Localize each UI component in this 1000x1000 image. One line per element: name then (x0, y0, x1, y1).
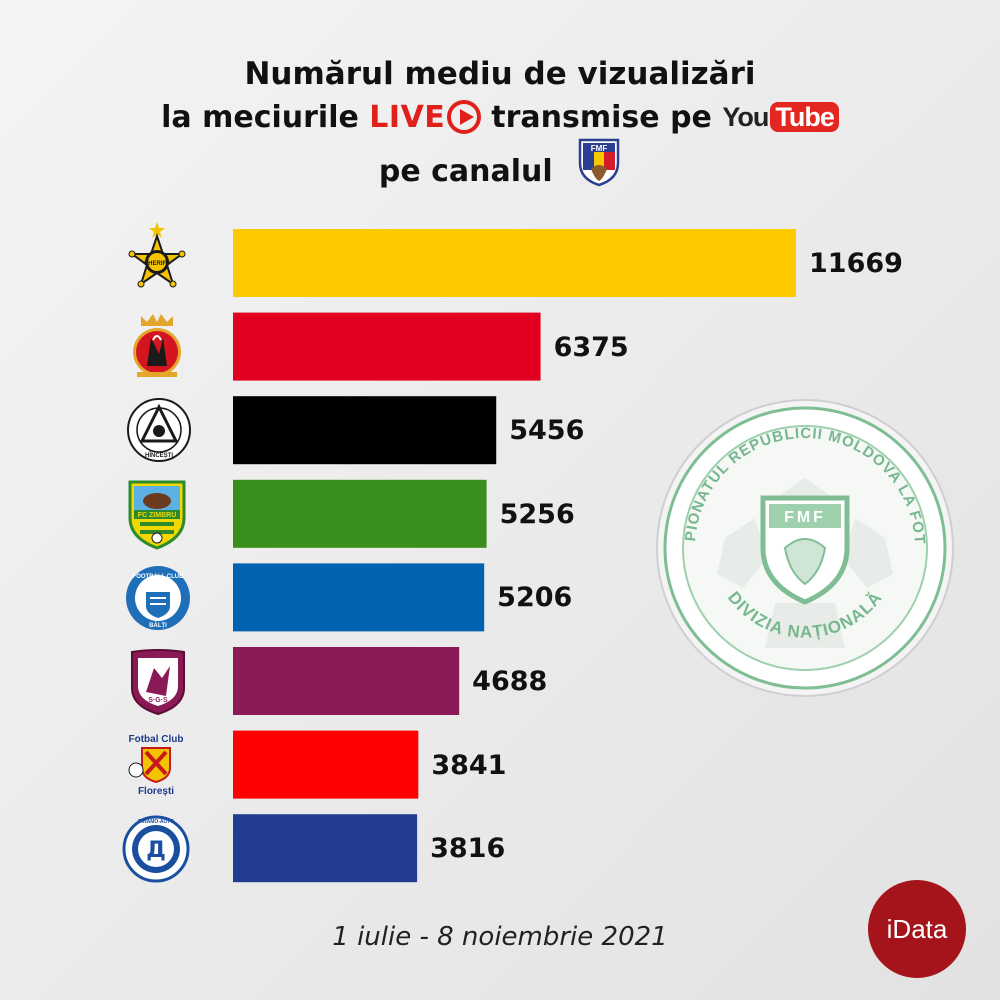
bar-2 (233, 312, 541, 381)
bar-value-label: 5256 (499, 498, 575, 530)
bar-4 (233, 479, 487, 548)
svg-text:FC ZIMBRU: FC ZIMBRU (138, 512, 177, 519)
bar-value-label: 3816 (430, 833, 506, 865)
svg-text:Florești: Florești (138, 786, 174, 796)
svg-text:FMF: FMF (784, 509, 826, 526)
title-line-3: pe canalul FMF (0, 138, 1000, 204)
bar-value-label: 5456 (509, 415, 585, 447)
svg-text:Д: Д (146, 838, 166, 863)
svg-text:Fotbal Club: Fotbal Club (129, 734, 184, 745)
bar-value-label: 3841 (431, 749, 507, 781)
svg-text:HÎNCEȘTI: HÎNCEȘTI (145, 451, 173, 459)
play-icon (447, 99, 482, 134)
sfantul-gheorghe-logo-icon: S·G·S (128, 648, 188, 720)
sheriff-logo-icon: SHERIFF (122, 222, 192, 306)
dinamo-auto-logo-icon: Д DINAMO-AUTO (122, 815, 190, 887)
title-line-2-suffix: transmise pe (491, 100, 712, 135)
svg-text:FMF: FMF (591, 144, 608, 153)
live-label: LIVE (369, 100, 446, 135)
date-range: 1 iulie - 8 noiembrie 2021 (332, 922, 668, 952)
chart-title: Numărul mediu de vizualizări la meciuril… (0, 52, 1000, 204)
bar-value-label: 4688 (472, 666, 548, 697)
idata-brand-logo: iData (868, 880, 966, 978)
divizia-nationala-badge: CAMPIONATUL REPUBLICII MOLDOVA LA FOTBAL… (648, 385, 955, 698)
title-line-3-prefix: pe canalul (378, 153, 553, 189)
zimbru-logo-icon: FC ZIMBRU (128, 480, 186, 554)
petrocub-logo-icon: HÎNCEȘTI (126, 397, 192, 467)
title-line-1: Numărul mediu de vizualizări (244, 56, 756, 92)
bar-1 (233, 229, 796, 297)
svg-text:DINAMO-AUTO: DINAMO-AUTO (138, 819, 174, 825)
milsami-logo-icon (127, 310, 187, 386)
svg-text:BĂLȚI: BĂLȚI (149, 622, 167, 629)
title-line-2: la meciurile LIVE transmise pe You Tube (0, 96, 1000, 141)
bar-3 (233, 396, 497, 465)
svg-text:FOOTBALL CLUB: FOOTBALL CLUB (133, 574, 185, 580)
svg-text:S·G·S: S·G·S (148, 697, 168, 704)
bar-7 (233, 730, 419, 799)
bar-value-label: 6375 (553, 331, 629, 363)
bar-value-label: 5206 (497, 582, 573, 614)
bar-8 (233, 814, 418, 883)
svg-text:SHERIFF: SHERIFF (144, 261, 170, 267)
bar-6 (233, 647, 460, 715)
bar-5 (233, 563, 485, 632)
floresti-logo-icon: Fotbal Club Florești (118, 730, 194, 800)
balti-logo-icon: FOOTBALL CLUB BĂLȚI (124, 564, 192, 636)
bar-value-label: 11669 (809, 248, 903, 279)
title-line-2-prefix: la meciurile (161, 100, 359, 135)
youtube-logo-icon: You Tube (722, 95, 839, 139)
fmf-shield-icon: FMF (577, 137, 621, 200)
